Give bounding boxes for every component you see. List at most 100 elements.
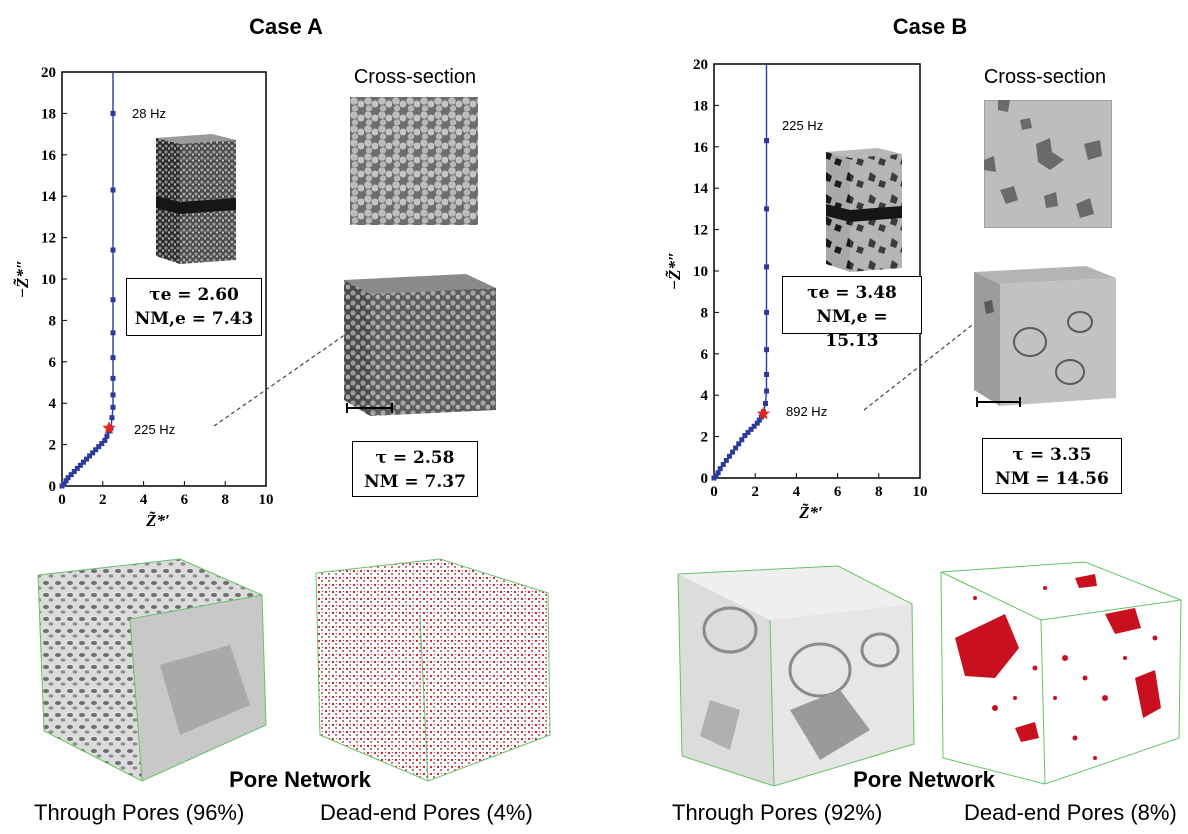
nm-value-a: NM = 7.37 <box>364 472 466 492</box>
data-point <box>110 297 116 303</box>
y-tick-label: 6 <box>49 355 57 371</box>
data-point <box>715 470 721 476</box>
y-tick-label: 10 <box>693 264 708 280</box>
data-point <box>93 447 99 453</box>
data-point <box>720 462 726 468</box>
data-point <box>63 478 69 484</box>
through-pores-render-b <box>670 560 920 790</box>
nm-e-value-b: NM,e = 15.13 <box>816 307 888 351</box>
x-tick-label: 8 <box>221 492 229 508</box>
data-point <box>83 456 89 462</box>
data-point <box>739 437 745 443</box>
data-point <box>764 264 770 270</box>
data-point <box>71 469 77 475</box>
tau-value-b: τ = 3.35 <box>1012 445 1092 465</box>
x-tick-label: 2 <box>751 484 759 500</box>
star-marker <box>756 406 771 420</box>
nm-value-b: NM = 14.56 <box>995 469 1109 489</box>
x-tick-label: 2 <box>99 492 107 508</box>
effective-tortuosity-box-a: τe = 2.60 NM,e = 7.43 <box>126 278 262 336</box>
y-tick-label: 18 <box>693 98 708 114</box>
data-point <box>90 450 96 456</box>
y-tick-label: 8 <box>49 313 57 329</box>
x-tick-label: 4 <box>140 492 148 508</box>
pore-network-title-b: Pore Network <box>853 767 995 792</box>
data-point <box>110 392 116 398</box>
freq-label-b-star: 892 Hz <box>786 404 828 419</box>
through-pores-render-a <box>30 555 270 785</box>
nyquist-plot-b-svg: 0 2 4 6 8 10 0 2 4 6 8 10 12 14 16 18 20 Z̃*′ −Z̃*″ <box>665 57 928 522</box>
inset-cube-b <box>822 146 906 274</box>
data-point <box>764 347 770 353</box>
cross-section-label-b: Cross-section <box>983 66 1107 88</box>
data-point <box>109 415 115 421</box>
y-tick-label: 0 <box>49 479 57 495</box>
through-pores-label-b: Through Pores (92%) <box>672 800 883 825</box>
inset-cube-a <box>152 132 240 267</box>
data-point <box>110 330 116 336</box>
y-tick-label: 4 <box>701 388 709 404</box>
data-point <box>61 481 67 487</box>
dead-end-pores-render-b <box>935 558 1185 790</box>
x-tick-label: 8 <box>875 484 883 500</box>
data-point <box>110 187 116 193</box>
x-tick-label: 6 <box>834 484 842 500</box>
data-point <box>726 453 732 459</box>
tau-value-a: τ = 2.58 <box>375 448 455 468</box>
data-point <box>110 247 116 253</box>
series-line <box>61 72 114 487</box>
y-tick-label: 12 <box>41 231 56 247</box>
data-point <box>723 457 729 463</box>
volume-render-b <box>970 262 1120 412</box>
y-tick-label: 18 <box>41 106 56 122</box>
data-point <box>748 426 754 432</box>
nm-e-value-a: NM,e = 7.43 <box>134 309 254 329</box>
case-b-title: Case B <box>892 14 968 39</box>
cross-section-image-a <box>350 97 478 225</box>
data-point <box>74 465 80 471</box>
star-marker <box>102 421 116 434</box>
nyquist-plot-a-svg: 0 2 4 6 8 10 0 2 4 6 8 10 12 14 16 18 20 Z̃*′ −Z̃*″ <box>13 65 274 530</box>
y-tick-label: 10 <box>41 272 56 288</box>
data-point <box>764 388 770 394</box>
data-point <box>110 355 116 361</box>
y-tick-label: 6 <box>701 347 709 363</box>
data-point <box>717 466 723 472</box>
data-point <box>68 472 74 478</box>
x-tick-label: 10 <box>259 492 274 508</box>
scale-bar-b <box>976 397 1021 407</box>
y-axis-label: −Z̃*″ <box>665 252 684 291</box>
x-tick-label: 6 <box>181 492 189 508</box>
x-axis-label: Z̃*′ <box>145 511 170 530</box>
data-point <box>87 453 93 459</box>
case-a-title: Case A <box>249 14 323 39</box>
data-point <box>763 400 768 406</box>
data-point <box>730 449 736 455</box>
volume-render-a <box>340 270 500 420</box>
y-tick-label: 20 <box>41 65 56 81</box>
cross-section-label-a: Cross-section <box>353 66 477 88</box>
data-point <box>756 417 762 423</box>
dead-end-pores-label-a: Dead-end Pores (4%) <box>320 800 533 825</box>
freq-label-a-star: 225 Hz <box>134 422 176 437</box>
dead-end-pores-label-b: Dead-end Pores (8%) <box>964 800 1177 825</box>
tau-e-value-a: τe = 2.60 <box>149 285 239 305</box>
x-tick-label: 0 <box>710 484 718 500</box>
y-axis-label: −Z̃*″ <box>13 260 32 299</box>
data-point <box>65 475 71 481</box>
tortuosity-box-a: τ = 2.58 NM = 7.37 <box>352 441 478 497</box>
data-point <box>764 372 770 377</box>
data-point <box>110 375 116 381</box>
y-tick-label: 16 <box>693 140 709 156</box>
data-point <box>754 420 760 426</box>
cross-section-image-b <box>983 99 1113 229</box>
nyquist-plot-case-b: 0 2 4 6 8 10 0 2 4 6 8 10 12 14 16 18 20 Z̃*′ −Z̃*″ <box>660 52 935 527</box>
data-point <box>742 433 748 439</box>
tau-e-value-b: τe = 3.48 <box>807 283 897 303</box>
data-point <box>764 206 770 212</box>
y-tick-label: 20 <box>693 57 708 73</box>
y-tick-label: 14 <box>693 181 709 197</box>
pointer-line-b <box>863 321 977 411</box>
data-point <box>110 404 116 410</box>
data-point <box>102 437 108 443</box>
